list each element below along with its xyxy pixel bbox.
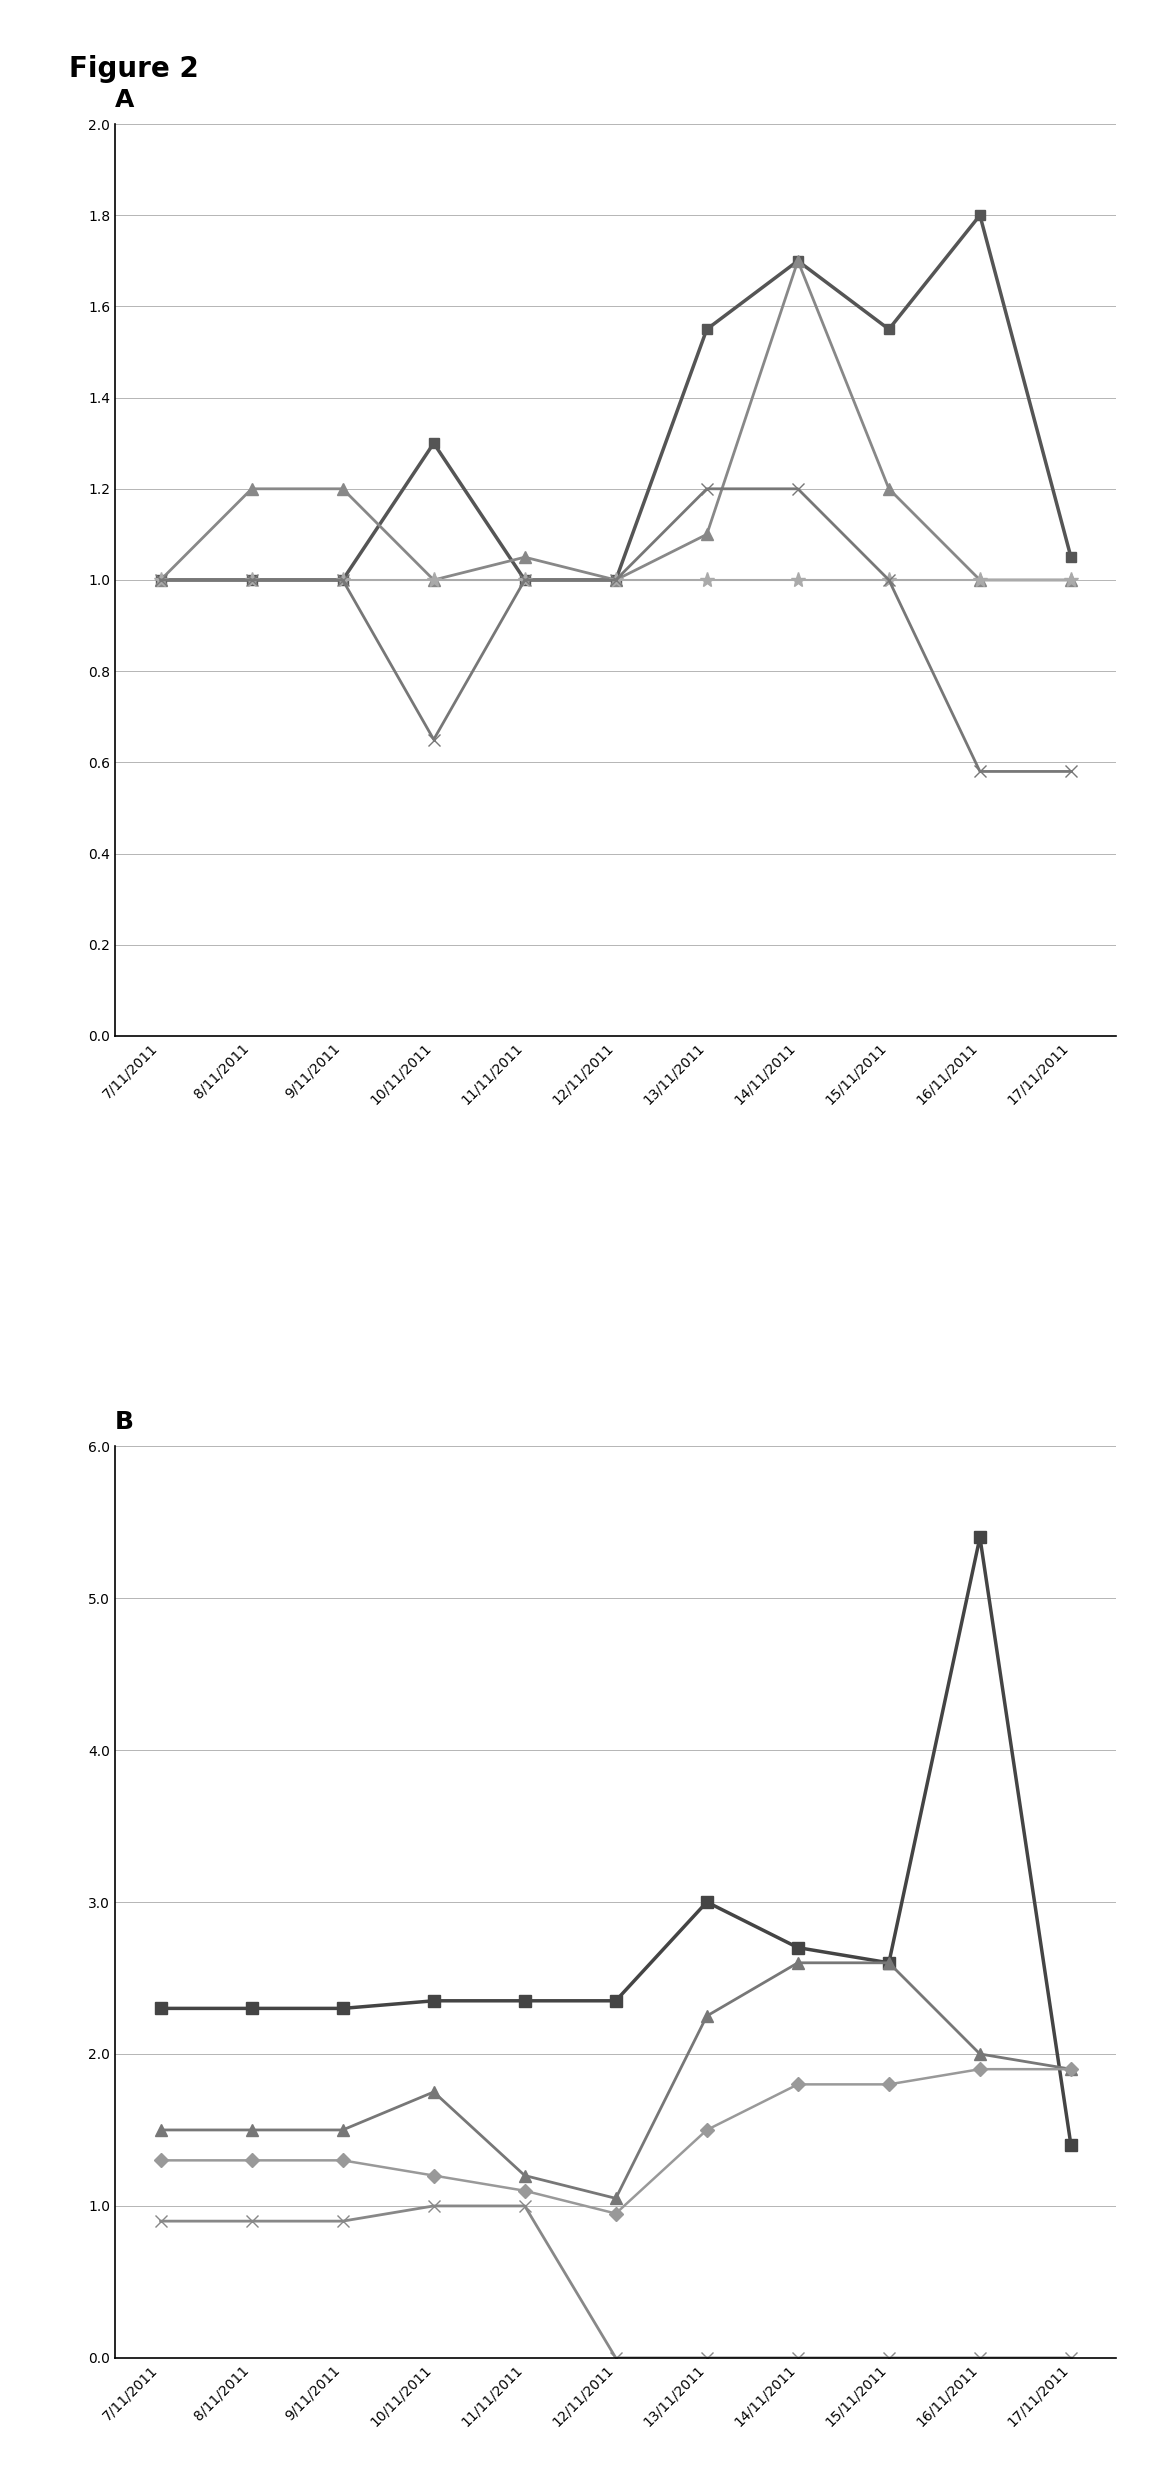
Text: Figure 2: Figure 2	[69, 55, 199, 82]
Text: A: A	[115, 89, 135, 112]
Text: B: B	[115, 1410, 135, 1435]
